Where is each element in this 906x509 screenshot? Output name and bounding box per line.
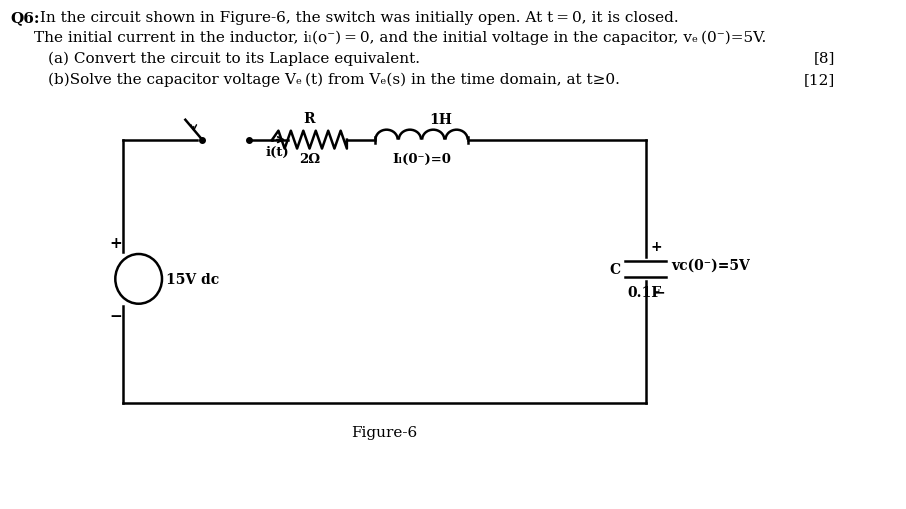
Text: vc(0⁻)=5V: vc(0⁻)=5V: [671, 259, 749, 272]
Text: i(t): i(t): [265, 145, 289, 158]
Text: In the circuit shown in Figure-6, the switch was initially open. At t = 0, it is: In the circuit shown in Figure-6, the sw…: [35, 11, 679, 25]
Text: Figure-6: Figure-6: [352, 425, 418, 439]
Text: −: −: [653, 285, 665, 299]
Text: −: −: [109, 308, 121, 323]
Text: (b)Solve the capacitor voltage Vₑ (t) from Vₑ(s) in the time domain, at t≥0.: (b)Solve the capacitor voltage Vₑ (t) fr…: [48, 73, 620, 87]
Text: (a) Convert the circuit to its Laplace equivalent.: (a) Convert the circuit to its Laplace e…: [48, 51, 420, 65]
Text: The initial current in the inductor, iₗ(o⁻) = 0, and the initial voltage in the : The initial current in the inductor, iₗ(…: [34, 30, 766, 44]
Text: C: C: [610, 263, 621, 276]
Text: 2Ω: 2Ω: [299, 152, 320, 165]
Text: R: R: [304, 111, 315, 125]
Text: 0.1F: 0.1F: [627, 285, 661, 299]
Text: 1H: 1H: [429, 112, 452, 126]
Text: 15V dc: 15V dc: [166, 272, 219, 286]
Text: Iₗ(0⁻)=0: Iₗ(0⁻)=0: [392, 152, 451, 165]
Text: +: +: [109, 236, 121, 250]
Text: +: +: [651, 240, 662, 253]
Text: Q6:: Q6:: [11, 11, 40, 25]
Text: [8]: [8]: [814, 51, 835, 65]
Text: [12]: [12]: [804, 73, 835, 87]
